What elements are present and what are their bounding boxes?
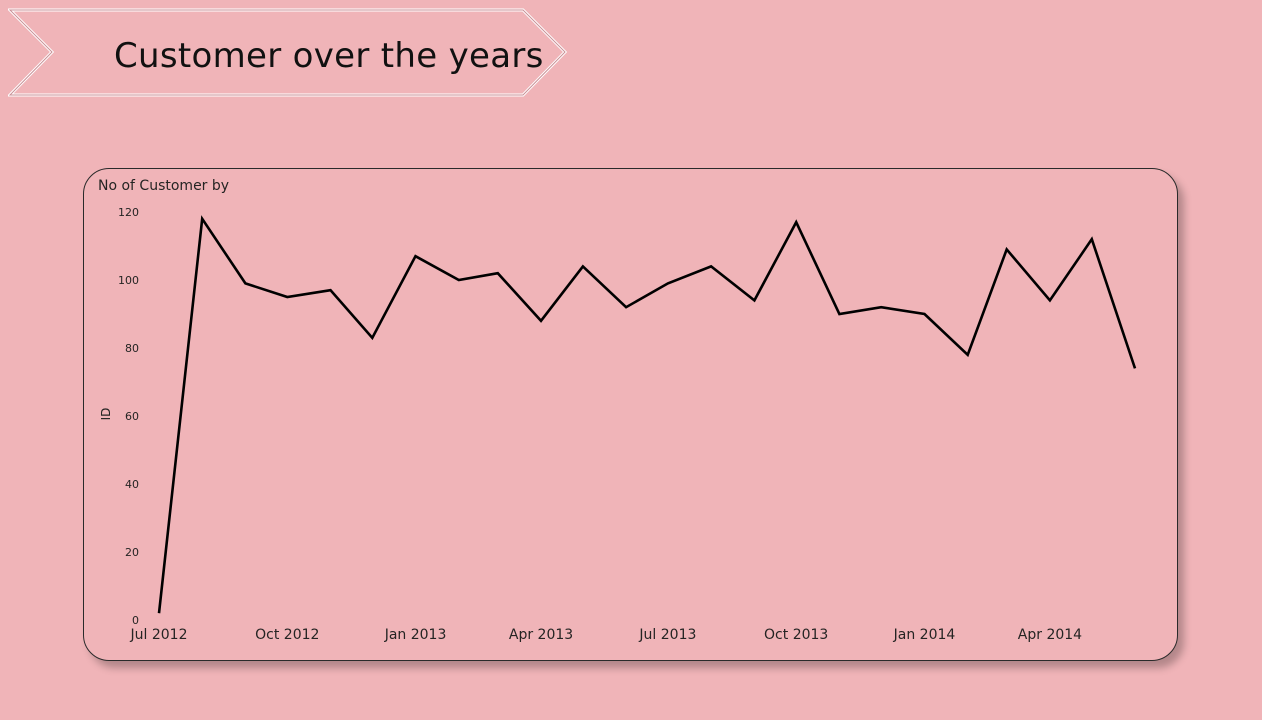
- title-banner: Customer over the years: [8, 8, 568, 98]
- line-chart: 0 20 40 60 80 100 120 ID Jul 2012 Oct 2012 Jan 201…: [99, 206, 1137, 643]
- x-tick-label: Apr 2014: [1018, 627, 1082, 643]
- chart-title: No of Customer by: [98, 178, 230, 194]
- y-tick-label: 20: [125, 546, 139, 559]
- line-chart-card: No of Customer by 0 20 40 60 80 100 120 ID Jul 2…: [83, 168, 1178, 661]
- x-tick-label: Oct 2012: [255, 627, 319, 643]
- banner-shape: [8, 8, 568, 97]
- series-line: [157, 215, 1137, 614]
- y-axis-label: ID: [99, 408, 113, 421]
- page-title: Customer over the years: [114, 36, 544, 76]
- x-tick-label: Apr 2013: [509, 627, 573, 643]
- y-tick-label: 120: [118, 206, 139, 219]
- x-tick-label: Jan 2013: [384, 627, 447, 643]
- x-tick-label: Jul 2012: [130, 627, 188, 643]
- x-tick-label: Jan 2014: [893, 627, 956, 643]
- y-tick-label: 40: [125, 478, 139, 491]
- y-tick-label: 60: [125, 410, 139, 423]
- x-tick-label: Jul 2013: [638, 627, 696, 643]
- y-tick-label: 100: [118, 274, 139, 287]
- y-tick-label: 80: [125, 342, 139, 355]
- y-tick-label: 0: [132, 614, 139, 627]
- x-tick-label: Oct 2013: [764, 627, 828, 643]
